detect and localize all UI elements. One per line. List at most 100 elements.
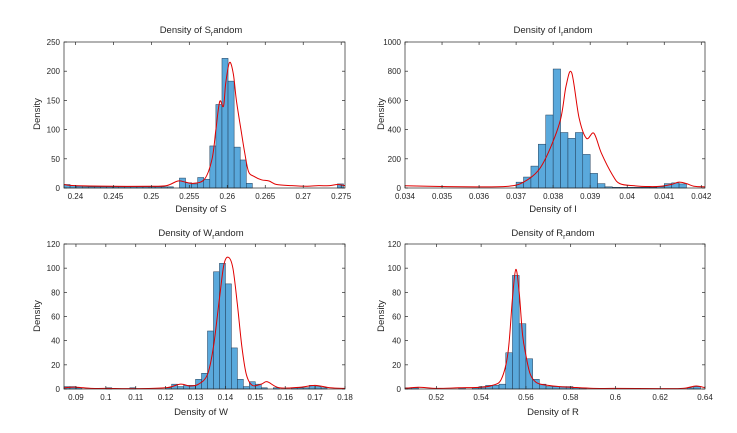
x-tick-label: 0.6 (610, 393, 622, 402)
histogram-bar (207, 330, 214, 390)
x-tick-label: 0.1 (100, 393, 112, 402)
histogram-bar (597, 183, 606, 189)
histogram-bar (678, 183, 687, 189)
x-tick-label: 0.036 (469, 192, 490, 201)
x-tick-label: 0.11 (128, 393, 144, 402)
x-tick-label: 0.14 (218, 393, 234, 402)
y-axis-label: Density (376, 300, 387, 332)
chart-title: Density of Srandom (160, 25, 243, 38)
histogram-bar (219, 263, 226, 390)
subplot-density-s: Density of Srandom Density of S Density … (32, 25, 352, 215)
x-tick-label: 0.042 (691, 192, 712, 201)
histogram-bar (231, 347, 238, 390)
x-axis-label: Density of I (529, 204, 577, 215)
x-axis-ticks: 0.09 0.1 0.11 0.12 0.13 0.14 0.15 0.16 0.17 0.18 (68, 244, 353, 402)
histogram-bar (179, 177, 186, 189)
density-curve (63, 256, 346, 390)
y-tick-label: 0 (397, 184, 402, 193)
y-tick-label: 20 (392, 361, 401, 370)
x-tick-label: 0.245 (103, 192, 124, 201)
y-tick-label: 600 (388, 96, 402, 105)
subplot-density-i: Density of Irandom Density of I Density … (376, 25, 712, 215)
x-tick-label: 0.52 (429, 393, 445, 402)
x-tick-label: 0.27 (295, 192, 311, 201)
x-tick-label: 0.54 (473, 393, 489, 402)
histogram-bar (243, 386, 250, 390)
x-tick-label: 0.12 (158, 393, 174, 402)
y-tick-label: 60 (392, 313, 401, 322)
y-axis-ticks: 0 200 400 600 800 1000 (383, 38, 705, 193)
x-tick-label: 0.15 (248, 393, 264, 402)
chart-title: Density of Wrandom (158, 228, 243, 241)
y-tick-label: 1000 (383, 38, 401, 47)
x-axis-ticks: 0.52 0.54 0.56 0.58 0.6 0.62 0.64 (429, 244, 713, 402)
histogram-bar (567, 138, 576, 189)
x-tick-label: 0.035 (432, 192, 453, 201)
histogram-bar (246, 183, 253, 189)
histogram-bar (221, 58, 229, 189)
y-tick-label: 200 (388, 155, 402, 164)
y-tick-label: 40 (51, 337, 60, 346)
histogram-bar (545, 114, 554, 189)
y-tick-label: 80 (392, 288, 401, 297)
y-axis-ticks: 0 50 100 150 200 250 (47, 38, 345, 193)
y-tick-label: 80 (51, 288, 60, 297)
histogram-bar (582, 154, 591, 189)
x-tick-label: 0.04 (619, 192, 635, 201)
histogram-bar (575, 132, 584, 189)
axes-frame (63, 41, 346, 189)
y-tick-label: 100 (388, 264, 402, 273)
y-axis-label: Density (32, 98, 43, 130)
histogram-bar (498, 383, 506, 390)
y-axis-label: Density (376, 98, 387, 130)
y-tick-label: 40 (392, 337, 401, 346)
x-tick-label: 0.26 (219, 192, 235, 201)
subplot-density-r: Density of Rrandom Density of R Density … (376, 228, 713, 418)
chart-title: Density of Rrandom (511, 228, 594, 241)
y-tick-label: 20 (51, 361, 60, 370)
y-tick-label: 800 (388, 67, 402, 76)
x-tick-label: 0.17 (307, 393, 323, 402)
density-curve (404, 268, 706, 390)
x-axis-label: Density of S (175, 204, 226, 215)
histogram-bar (213, 271, 220, 390)
density-curve (404, 70, 706, 188)
x-tick-label: 0.58 (563, 393, 579, 402)
x-tick-label: 0.041 (654, 192, 675, 201)
y-tick-label: 250 (47, 38, 61, 47)
y-tick-label: 400 (388, 126, 402, 135)
histogram-bar (693, 386, 701, 390)
plot-frame (404, 41, 706, 189)
x-tick-label: 0.62 (652, 393, 668, 402)
histogram-bar (545, 386, 554, 390)
x-tick-label: 0.56 (518, 393, 534, 402)
x-tick-label: 0.09 (68, 393, 84, 402)
histogram-bar (227, 80, 235, 189)
histogram-bar (191, 183, 198, 189)
x-tick-label: 0.034 (395, 192, 416, 201)
x-tick-label: 0.24 (68, 192, 84, 201)
y-tick-label: 120 (388, 240, 402, 249)
y-axis-ticks: 0 20 40 60 80 100 120 (47, 240, 345, 394)
x-tick-label: 0.038 (543, 192, 564, 201)
y-tick-label: 0 (397, 385, 402, 394)
histogram-bar (314, 386, 322, 390)
x-tick-label: 0.18 (337, 393, 353, 402)
x-tick-label: 0.64 (697, 393, 713, 402)
histogram-bar (233, 146, 241, 189)
chart-title: Density of Irandom (514, 25, 593, 38)
x-tick-label: 0.255 (179, 192, 200, 201)
histogram-bar (177, 386, 184, 390)
y-tick-label: 120 (47, 240, 61, 249)
subplot-density-w: Density of Wrandom Density of W Density … (32, 228, 353, 418)
x-tick-label: 0.16 (277, 393, 293, 402)
y-axis-ticks: 0 20 40 60 80 100 120 (388, 240, 705, 394)
x-tick-label: 0.25 (144, 192, 160, 201)
x-axis-label: Density of W (174, 407, 228, 418)
y-tick-label: 100 (47, 126, 61, 135)
x-axis-label: Density of R (527, 407, 579, 418)
y-tick-label: 60 (51, 313, 60, 322)
density-curve (63, 61, 346, 187)
